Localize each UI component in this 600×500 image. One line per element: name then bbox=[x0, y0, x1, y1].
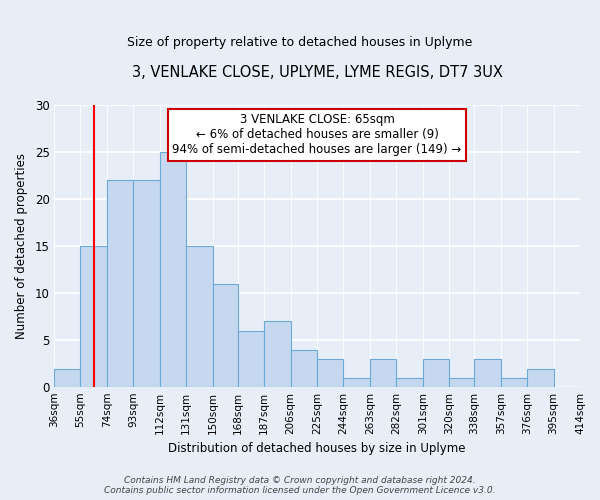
Bar bbox=[264, 322, 290, 388]
Text: Contains HM Land Registry data © Crown copyright and database right 2024.
Contai: Contains HM Land Registry data © Crown c… bbox=[104, 476, 496, 495]
Bar bbox=[449, 378, 474, 388]
Y-axis label: Number of detached properties: Number of detached properties bbox=[15, 153, 28, 339]
Bar bbox=[160, 152, 186, 388]
Bar bbox=[54, 368, 80, 388]
Bar bbox=[370, 359, 397, 388]
Bar bbox=[423, 359, 449, 388]
X-axis label: Distribution of detached houses by size in Uplyme: Distribution of detached houses by size … bbox=[168, 442, 466, 455]
Bar bbox=[500, 378, 527, 388]
Bar bbox=[186, 246, 212, 388]
Bar bbox=[238, 331, 264, 388]
Title: 3, VENLAKE CLOSE, UPLYME, LYME REGIS, DT7 3UX: 3, VENLAKE CLOSE, UPLYME, LYME REGIS, DT… bbox=[131, 65, 502, 80]
Bar bbox=[317, 359, 343, 388]
Bar bbox=[290, 350, 317, 388]
Bar bbox=[474, 359, 500, 388]
Bar bbox=[527, 368, 554, 388]
Bar bbox=[343, 378, 370, 388]
Bar bbox=[107, 180, 133, 388]
Text: Size of property relative to detached houses in Uplyme: Size of property relative to detached ho… bbox=[127, 36, 473, 49]
Bar bbox=[80, 246, 107, 388]
Bar bbox=[212, 284, 238, 388]
Bar bbox=[133, 180, 160, 388]
Text: 3 VENLAKE CLOSE: 65sqm
← 6% of detached houses are smaller (9)
94% of semi-detac: 3 VENLAKE CLOSE: 65sqm ← 6% of detached … bbox=[172, 114, 461, 156]
Bar bbox=[397, 378, 423, 388]
